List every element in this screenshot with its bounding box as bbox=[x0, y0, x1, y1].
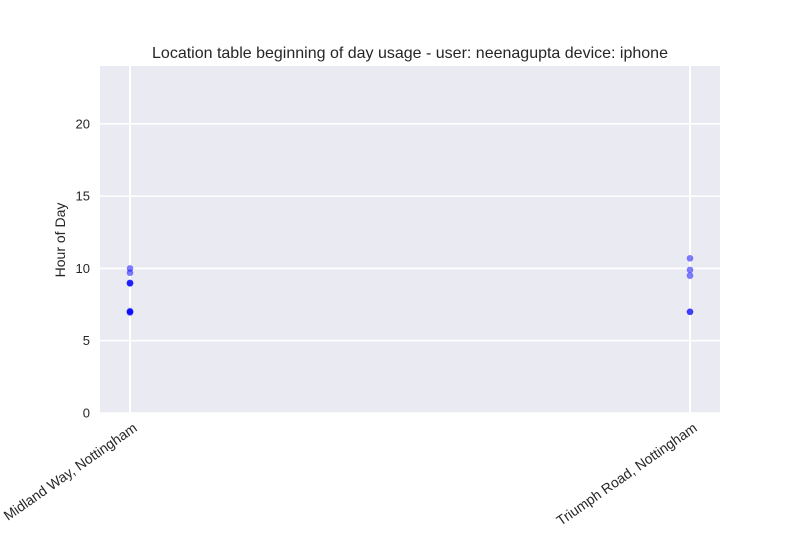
data-point bbox=[126, 280, 134, 287]
x-tick-label: Midland Way, Nottingham bbox=[1, 419, 140, 523]
y-axis-label: Hour of Day bbox=[52, 203, 68, 278]
data-point bbox=[686, 266, 694, 274]
y-tick-label: 15 bbox=[76, 189, 90, 204]
data-points bbox=[126, 254, 694, 316]
y-tick-label: 5 bbox=[83, 333, 90, 348]
y-tick-labels: 0 5 10 15 20 bbox=[76, 116, 90, 420]
grid-lines bbox=[100, 66, 720, 414]
chart-title: Location table beginning of day usage - … bbox=[152, 45, 668, 62]
data-point bbox=[126, 309, 134, 316]
data-point bbox=[686, 308, 694, 316]
data-point bbox=[126, 269, 134, 277]
data-point bbox=[686, 254, 694, 262]
y-tick-label: 20 bbox=[76, 116, 90, 131]
y-tick-label: 0 bbox=[83, 406, 90, 421]
plot-area bbox=[100, 66, 720, 413]
y-tick-label: 10 bbox=[76, 261, 90, 276]
data-point bbox=[686, 272, 694, 279]
x-tick-label: Triumph Road, Nottingham bbox=[553, 419, 699, 528]
x-tick-labels: Midland Way, Nottingham Triumph Road, Not… bbox=[1, 419, 700, 528]
